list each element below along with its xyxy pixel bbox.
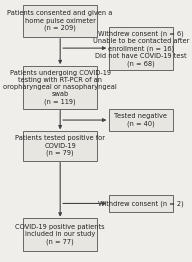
FancyBboxPatch shape <box>23 66 97 109</box>
Text: Patients undergoing COVID-19
testing with RT-PCR of an
oropharyngeal or nasophar: Patients undergoing COVID-19 testing wit… <box>3 70 117 105</box>
FancyBboxPatch shape <box>23 5 97 37</box>
Text: Withdrew consent (n = 2): Withdrew consent (n = 2) <box>98 200 184 206</box>
FancyBboxPatch shape <box>108 27 174 70</box>
FancyBboxPatch shape <box>23 131 97 161</box>
Text: Withdrew consent (n = 6)
Unable to be contacted after
enrollment (n = 16)
Did no: Withdrew consent (n = 6) Unable to be co… <box>93 30 189 67</box>
Text: COVID-19 positive patients
included in our study
(n = 77): COVID-19 positive patients included in o… <box>15 224 105 245</box>
FancyBboxPatch shape <box>108 109 174 131</box>
Text: Patients tested positive for
COVID-19
(n = 79): Patients tested positive for COVID-19 (n… <box>15 135 105 156</box>
FancyBboxPatch shape <box>108 195 174 212</box>
Text: Patients consented and given a
home pulse oximeter
(n = 209): Patients consented and given a home puls… <box>7 10 113 31</box>
Text: Tested negative
(n = 40): Tested negative (n = 40) <box>114 113 167 127</box>
FancyBboxPatch shape <box>23 218 97 251</box>
